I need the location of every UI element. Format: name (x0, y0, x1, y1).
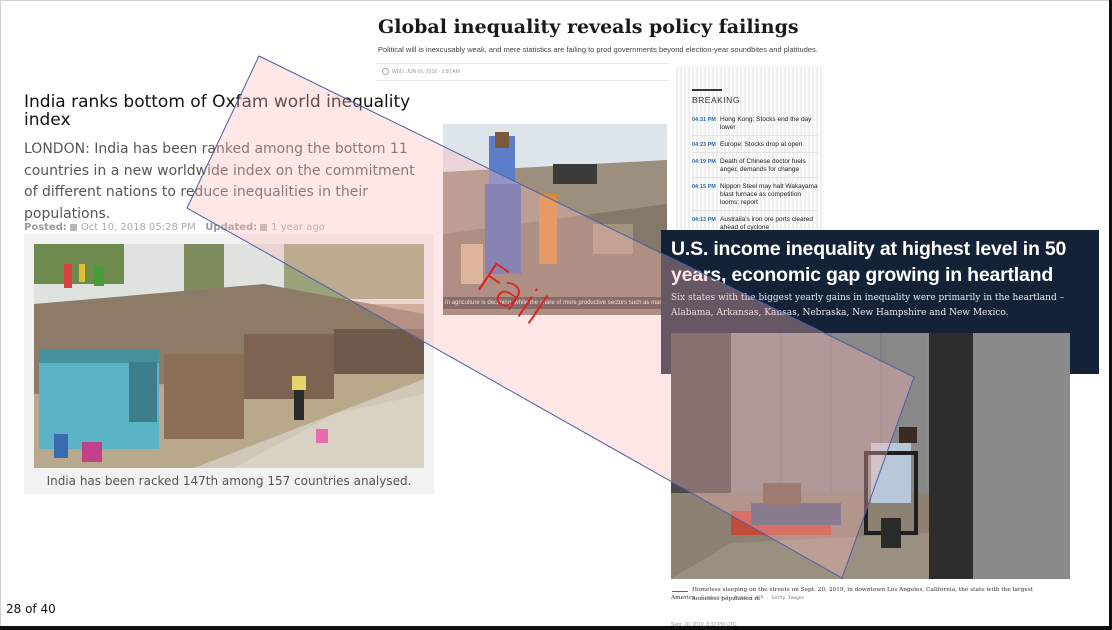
breaking-item-text: Nippon Steel may halt Wakayama blast fur… (720, 183, 818, 206)
posted-label: Posted: (24, 222, 67, 233)
photo-credit: Frederic J. Brown / AFP - Getty Images (701, 596, 805, 601)
breaking-item-time: 04:31 PM (692, 117, 716, 123)
slide-right-border (1109, 0, 1112, 630)
india-article-dateline: Posted: Oct 10, 2018 05:28 PM Updated: 1 y… (24, 222, 325, 233)
clock-icon (382, 68, 389, 75)
homeless-photo (671, 333, 1070, 579)
us-article-subtitle: Six states with the biggest yearly gains… (671, 293, 1065, 318)
slide-bottom-border (0, 626, 1112, 630)
slum-photo (34, 244, 424, 468)
caption-rule (672, 591, 688, 592)
india-article-title: India ranks bottom of Oxfam world inequa… (24, 92, 411, 130)
us-photo-caption-end-text: America. (671, 595, 698, 601)
us-article-date: Sept. 26, 2019, 8:32 PM UTC (671, 622, 737, 626)
breaking-item[interactable]: 04:31 PM Hong Kong: Stocks end the day l… (692, 116, 818, 136)
india-article-body: LONDON: India has been ranked among the … (24, 141, 415, 222)
breaking-accent-bar (692, 89, 722, 91)
breaking-item[interactable]: 04:23 PM Europe: Stocks drop at open (692, 141, 818, 153)
breaking-item-time: 04:13 PM (692, 217, 716, 223)
posted-date: Oct 10, 2018 05:28 PM (80, 222, 196, 233)
breaking-item-text: Hong Kong: Stocks end the day lower (720, 116, 812, 131)
us-article-title: U.S. income inequality at highest level … (671, 238, 1067, 286)
breaking-label: BREAKING (692, 95, 740, 105)
india-figure-caption: India has been racked 147th among 157 co… (46, 474, 412, 488)
global-article-meta: WED, JUN 06, 2018 - 1:50 AM (382, 68, 460, 75)
calendar-icon (260, 224, 268, 231)
updated-date: 1 year ago (271, 222, 325, 233)
global-article-date: WED, JUN 06, 2018 - 1:50 AM (392, 68, 460, 75)
breaking-item-text: Australia's iron ore ports cleared ahead… (720, 216, 814, 231)
global-article-title: Global inequality reveals policy failing… (378, 16, 799, 38)
breaking-item[interactable]: 04:15 PM Nippon Steel may halt Wakayama … (692, 183, 818, 211)
global-article-subtitle: Political will is inexcusably weak, and … (378, 45, 818, 54)
breaking-item-time: 04:19 PM (692, 159, 716, 165)
slide-page-number: 28 of 40 (6, 602, 56, 616)
breaking-item[interactable]: 04:19 PM Death of Chinese doctor fuels a… (692, 158, 818, 178)
breaking-item-text: Europe: Stocks drop at open (720, 141, 803, 148)
breaking-item-time: 04:23 PM (692, 142, 716, 148)
us-photo-caption-end: America. Frederic J. Brown / AFP - Getty … (671, 595, 804, 601)
calendar-icon (69, 224, 77, 231)
breaking-item-time: 04:15 PM (692, 184, 716, 190)
us-photo-caption: Homeless sleeping on the streets on Sept… (692, 587, 1034, 602)
updated-label: Updated: (205, 222, 258, 233)
breaking-item-text: Death of Chinese doctor fuels anger, dem… (720, 158, 806, 173)
